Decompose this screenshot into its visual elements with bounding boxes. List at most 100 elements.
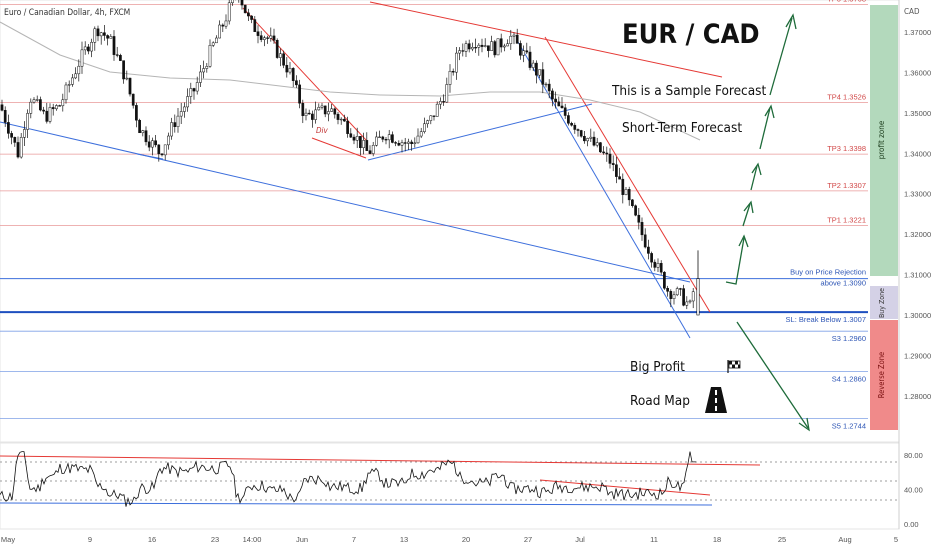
chart-title: EUR / CAD xyxy=(622,19,760,50)
candle-body xyxy=(272,35,276,41)
candle-body xyxy=(45,110,49,122)
candle-body xyxy=(551,90,554,100)
candle-body xyxy=(151,140,154,148)
candles xyxy=(0,0,700,316)
div-line xyxy=(311,137,367,159)
candle-body xyxy=(23,129,26,138)
candle-body xyxy=(567,115,570,124)
candle-body xyxy=(144,130,148,143)
candle-body xyxy=(544,83,548,86)
candle-body xyxy=(304,112,308,116)
price-tick-label: 1.30000 xyxy=(904,311,931,320)
candle-body xyxy=(679,288,682,290)
level-label: S5 1.2744 xyxy=(832,421,866,430)
price-tick-label: 1.34000 xyxy=(904,149,931,158)
candle-body xyxy=(643,234,647,248)
candle-body xyxy=(423,123,426,132)
resistance-trendline-channel xyxy=(544,36,711,313)
candle-body xyxy=(227,2,231,22)
candle-body xyxy=(211,42,215,46)
candle-body xyxy=(439,101,442,105)
candle-body xyxy=(183,106,186,112)
candle-body xyxy=(445,84,449,103)
candle-body xyxy=(320,105,324,108)
candle-body xyxy=(231,0,234,4)
candle-body xyxy=(573,124,577,130)
candle-body xyxy=(435,103,439,117)
time-tick-label: 13 xyxy=(400,535,408,544)
candle-body xyxy=(339,118,343,121)
candle-body xyxy=(647,246,650,254)
candle-body xyxy=(535,62,538,76)
candle-body xyxy=(317,107,321,111)
candle-body xyxy=(407,141,410,144)
candle-body xyxy=(682,288,685,306)
road-icon xyxy=(705,387,727,413)
candle-body xyxy=(333,108,337,115)
candle-body xyxy=(77,65,81,75)
forecast-arrow-4-head xyxy=(764,104,775,119)
time-axis: May 9 16 23 14:00 Jun 7 13 20 27 Jul 11 18 25 Aug 5 xyxy=(1,535,898,544)
candle-body xyxy=(291,68,295,81)
candle-body xyxy=(397,143,401,146)
price-levels: TP5 1.3768 TP4 1.3526 TP3 1.3398 TP2 1.3307… xyxy=(0,0,868,430)
candle-body xyxy=(506,43,509,47)
candle-body xyxy=(672,294,676,299)
candle-body xyxy=(275,39,279,58)
candle-body xyxy=(163,144,167,156)
candle-body xyxy=(378,136,381,138)
rsi-axis: 0.00 40.00 80.00 xyxy=(904,451,923,529)
candle-body xyxy=(512,34,516,37)
candle-body xyxy=(583,135,586,142)
candle-body xyxy=(122,60,125,80)
candle-body xyxy=(618,176,621,180)
candle-body xyxy=(592,136,596,146)
level-label: S3 1.2960 xyxy=(832,334,866,343)
reverse-arrow-head xyxy=(798,417,810,432)
forecast-arrow-2 xyxy=(742,203,751,227)
level-label: TP3 1.3398 xyxy=(827,144,866,153)
forecast-arrow-3 xyxy=(750,165,758,191)
candle-body xyxy=(503,45,506,48)
candle-body xyxy=(384,139,388,141)
level-label: Buy on Price Rejection xyxy=(790,268,866,277)
level-label: TP4 1.3526 xyxy=(827,92,866,101)
time-tick-label: 7 xyxy=(352,535,356,544)
candle-body xyxy=(371,145,375,154)
candle-body xyxy=(611,163,615,165)
candle-body xyxy=(394,142,397,144)
candle-body xyxy=(42,109,45,112)
candle-body xyxy=(179,111,183,117)
candle-body xyxy=(253,19,257,32)
candle-body xyxy=(663,271,666,289)
candle-body xyxy=(67,84,71,86)
candle-body xyxy=(455,52,458,73)
candle-body xyxy=(640,222,644,236)
forecast-subtitle-1: This is a Sample Forecast xyxy=(611,83,766,99)
candle-body xyxy=(471,47,474,50)
candle-body xyxy=(419,131,423,137)
candle-body xyxy=(666,287,669,292)
candle-body xyxy=(595,142,599,146)
candle-body xyxy=(413,142,417,145)
candle-body xyxy=(96,28,100,37)
candle-body xyxy=(115,54,119,56)
time-tick-label: Jun xyxy=(296,535,308,544)
forecast-arrow-2-head xyxy=(743,200,754,214)
candle-body xyxy=(176,115,180,127)
level-label: TP1 1.3221 xyxy=(827,216,866,225)
candle-body xyxy=(461,50,465,52)
candle-body xyxy=(157,144,161,155)
candle-body xyxy=(403,142,407,144)
candle-body xyxy=(189,88,193,97)
candle-body xyxy=(368,150,372,154)
candle-body xyxy=(195,82,199,92)
time-tick-label: 5 xyxy=(894,535,898,544)
candle-body xyxy=(519,43,522,56)
candle-body xyxy=(490,41,493,51)
candle-body xyxy=(451,70,455,73)
candle-body xyxy=(355,136,359,141)
candle-body xyxy=(55,105,58,110)
rsi-tick-label: 0.00 xyxy=(904,520,919,529)
